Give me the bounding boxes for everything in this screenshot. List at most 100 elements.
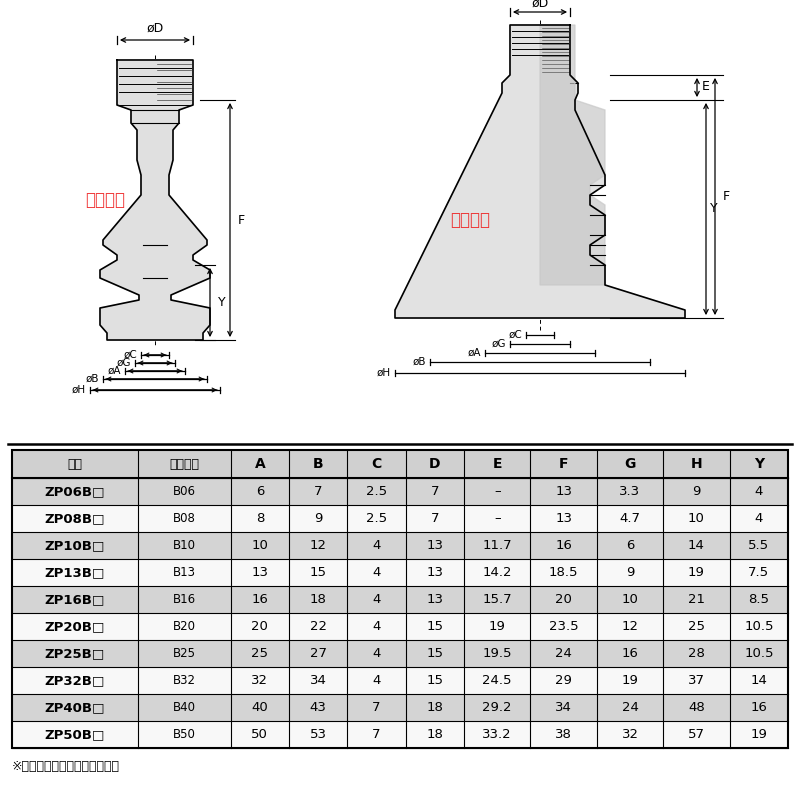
- Text: 8.5: 8.5: [748, 593, 770, 606]
- Text: 18: 18: [426, 728, 443, 741]
- Text: 5.5: 5.5: [748, 539, 770, 552]
- Text: B25: B25: [173, 647, 196, 660]
- Text: 13: 13: [555, 512, 572, 525]
- Text: 10: 10: [688, 512, 705, 525]
- Text: 24: 24: [622, 701, 638, 714]
- Text: 4: 4: [372, 566, 381, 579]
- Text: B06: B06: [173, 485, 196, 498]
- Text: ZP40B□: ZP40B□: [45, 701, 105, 714]
- Text: 欧科气动: 欧科气动: [85, 191, 125, 209]
- Text: 14: 14: [750, 674, 767, 687]
- Text: B50: B50: [173, 728, 195, 741]
- Text: 40: 40: [251, 701, 268, 714]
- Text: 2.5: 2.5: [366, 485, 387, 498]
- Text: 29.2: 29.2: [482, 701, 512, 714]
- Text: 37: 37: [688, 674, 705, 687]
- Text: Y: Y: [754, 457, 764, 471]
- Polygon shape: [100, 60, 210, 340]
- Text: B40: B40: [173, 701, 196, 714]
- Text: 7: 7: [430, 485, 439, 498]
- Bar: [12, 478, 788, 505]
- Text: 4: 4: [372, 593, 381, 606]
- Text: 4: 4: [754, 485, 763, 498]
- Text: 15.7: 15.7: [482, 593, 512, 606]
- Text: 15: 15: [426, 647, 443, 660]
- Text: –: –: [494, 485, 501, 498]
- Text: 24: 24: [555, 647, 572, 660]
- Text: 24.5: 24.5: [482, 674, 512, 687]
- Text: øG: øG: [491, 339, 506, 349]
- Bar: [12, 532, 788, 559]
- Text: 公称直径: 公称直径: [169, 458, 199, 470]
- Text: 43: 43: [310, 701, 326, 714]
- Text: 16: 16: [555, 539, 572, 552]
- Text: 19: 19: [688, 566, 705, 579]
- Text: 13: 13: [426, 593, 443, 606]
- Text: 33.2: 33.2: [482, 728, 512, 741]
- Text: 32: 32: [622, 728, 638, 741]
- Text: øB: øB: [86, 374, 99, 384]
- Text: ZP32B□: ZP32B□: [45, 674, 105, 687]
- Text: B13: B13: [173, 566, 196, 579]
- Text: 19: 19: [489, 620, 506, 633]
- Text: ZP06B□: ZP06B□: [45, 485, 105, 498]
- Text: D: D: [429, 457, 441, 471]
- Text: ZP20B□: ZP20B□: [45, 620, 105, 633]
- Polygon shape: [540, 25, 605, 285]
- Text: 10.5: 10.5: [744, 620, 774, 633]
- Text: 8: 8: [256, 512, 264, 525]
- Text: 27: 27: [310, 647, 326, 660]
- Text: 9: 9: [692, 485, 701, 498]
- Polygon shape: [395, 25, 685, 318]
- Text: 6: 6: [256, 485, 264, 498]
- Text: 18: 18: [426, 701, 443, 714]
- Text: øD: øD: [146, 22, 164, 34]
- Text: –: –: [494, 512, 501, 525]
- Text: C: C: [371, 457, 382, 471]
- Text: 4: 4: [372, 647, 381, 660]
- Text: 2.5: 2.5: [366, 512, 387, 525]
- Text: ZP10B□: ZP10B□: [45, 539, 105, 552]
- Bar: [12, 450, 788, 478]
- Text: 10.5: 10.5: [744, 647, 774, 660]
- Bar: [12, 694, 788, 721]
- Text: 16: 16: [750, 701, 767, 714]
- Text: 13: 13: [555, 485, 572, 498]
- Bar: [12, 559, 788, 586]
- Text: 48: 48: [688, 701, 705, 714]
- Text: øH: øH: [377, 368, 391, 378]
- Text: 7: 7: [372, 701, 381, 714]
- Text: 19: 19: [750, 728, 767, 741]
- Text: 15: 15: [426, 674, 443, 687]
- Text: 3.3: 3.3: [619, 485, 641, 498]
- Text: 19: 19: [622, 674, 638, 687]
- Text: ZP25B□: ZP25B□: [45, 647, 105, 660]
- Text: 4: 4: [372, 674, 381, 687]
- Text: 23.5: 23.5: [549, 620, 578, 633]
- Text: 9: 9: [314, 512, 322, 525]
- Text: H: H: [690, 457, 702, 471]
- Text: 18.5: 18.5: [549, 566, 578, 579]
- Text: B32: B32: [173, 674, 196, 687]
- Text: 50: 50: [251, 728, 268, 741]
- Text: 29: 29: [555, 674, 572, 687]
- Text: 28: 28: [688, 647, 705, 660]
- Text: ZP13B□: ZP13B□: [45, 566, 105, 579]
- Text: øC: øC: [508, 330, 522, 340]
- Text: 12: 12: [622, 620, 638, 633]
- Text: 4: 4: [372, 539, 381, 552]
- Text: 19.5: 19.5: [482, 647, 512, 660]
- Text: 22: 22: [310, 620, 326, 633]
- Text: øB: øB: [413, 357, 426, 367]
- Bar: [12, 450, 788, 748]
- Text: Y: Y: [710, 202, 718, 215]
- Text: 57: 57: [688, 728, 705, 741]
- Text: 欧科气动: 欧科气动: [450, 211, 490, 229]
- Text: F: F: [723, 190, 730, 202]
- Text: ZP08B□: ZP08B□: [45, 512, 105, 525]
- Text: 12: 12: [310, 539, 326, 552]
- Bar: [12, 667, 788, 694]
- Text: øG: øG: [117, 358, 131, 368]
- Text: ※在型号末尾应表示使用材质。: ※在型号末尾应表示使用材质。: [12, 759, 120, 773]
- Text: B: B: [313, 457, 323, 471]
